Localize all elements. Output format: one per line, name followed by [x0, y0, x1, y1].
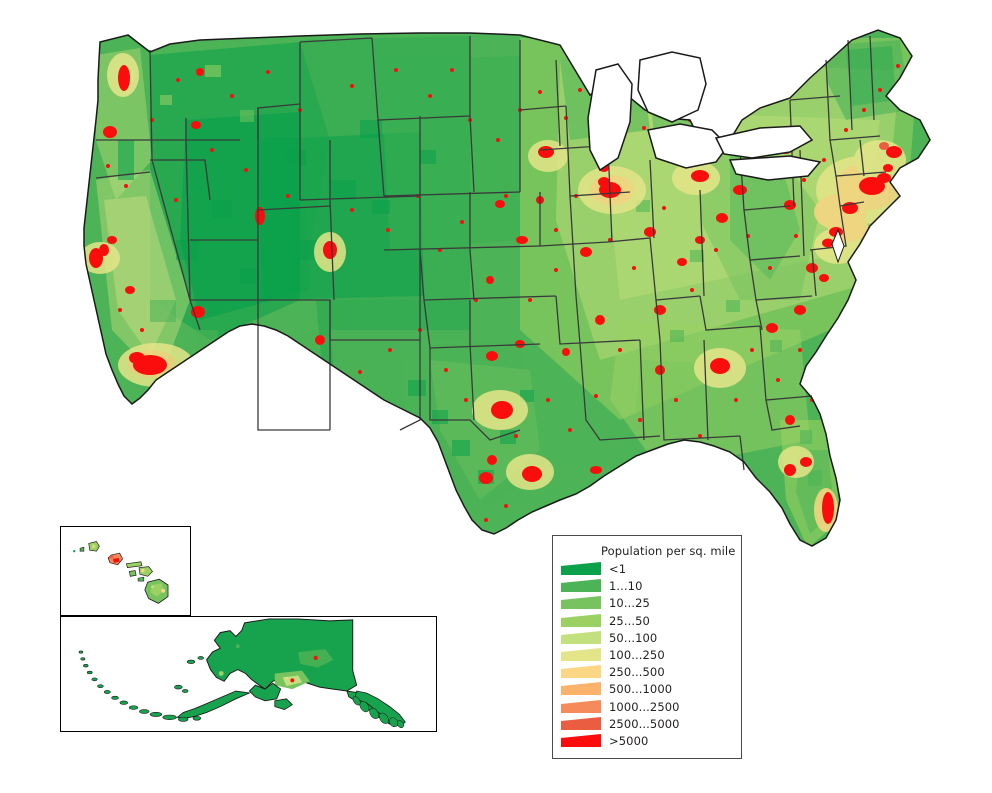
alaska-mainland — [206, 618, 358, 692]
legend-label: 100...250 — [609, 648, 665, 662]
legend-swatch — [561, 648, 601, 662]
legend-title: Population per sq. mile — [601, 544, 736, 558]
alaska-inset-map — [78, 618, 406, 729]
legend-entry: 25...50 — [561, 613, 736, 630]
legend-entry: 2500...5000 — [561, 716, 736, 733]
legend-label: 500...1000 — [609, 682, 673, 697]
legend-swatch — [561, 579, 601, 593]
legend-entry: 250...500 — [561, 664, 736, 681]
small-towns — [106, 64, 900, 522]
island-kahoolawe — [137, 576, 145, 582]
legend-entry: >5000 — [561, 733, 736, 750]
legend-swatch — [561, 716, 601, 731]
legend-label: 1000...2500 — [609, 699, 680, 714]
legend-label: >5000 — [609, 734, 649, 748]
legend-swatch — [561, 699, 601, 714]
legend-entry: 1...10 — [561, 578, 736, 595]
legend-swatch — [561, 596, 601, 610]
island-hawaii — [144, 578, 169, 604]
legend-label: 25...50 — [609, 613, 650, 628]
legend-swatch — [561, 682, 601, 696]
alaska-peninsula — [176, 690, 252, 719]
island-maui — [138, 566, 154, 577]
legend-swatch — [561, 613, 601, 628]
island-molokai — [126, 561, 143, 568]
legend-entry: 10...25 — [561, 595, 736, 612]
legend-swatch — [561, 665, 601, 679]
island-oahu — [107, 552, 123, 566]
island-lanai — [128, 570, 137, 577]
metro-cores — [89, 65, 902, 524]
coastline — [83, 29, 931, 547]
legend-entry: 50...100 — [561, 630, 736, 647]
island-lehua — [73, 550, 76, 553]
alaska-panhandle — [346, 690, 406, 729]
legend-box: Population per sq. mile <1 1...10 10...25 2… — [552, 535, 742, 759]
island-niihau — [79, 546, 85, 552]
alaska-inset-frame — [60, 616, 437, 732]
legend-label: 10...25 — [609, 596, 650, 611]
kenai-peninsula — [248, 682, 282, 702]
legend-label: 2500...5000 — [609, 716, 680, 731]
bering-sea-islands — [174, 656, 204, 693]
legend-label: 50...100 — [609, 630, 658, 645]
island-kauai — [88, 541, 100, 552]
legend-entry: 500...1000 — [561, 681, 736, 698]
legend-swatch — [561, 562, 601, 576]
legend-label: <1 — [609, 562, 627, 576]
hawaii-inset-frame — [60, 526, 191, 616]
aleutian-islands — [78, 650, 202, 722]
legend-label: 250...500 — [609, 665, 665, 680]
hawaii-inset-map — [73, 541, 169, 604]
kodiak-island — [274, 698, 293, 710]
legend-entry: 100...250 — [561, 647, 736, 664]
legend-label: 1...10 — [609, 579, 643, 594]
legend-entry: <1 — [561, 561, 736, 578]
legend-swatch — [561, 630, 601, 645]
legend-entry: 1000...2500 — [561, 699, 736, 716]
legend-swatch — [561, 734, 601, 748]
